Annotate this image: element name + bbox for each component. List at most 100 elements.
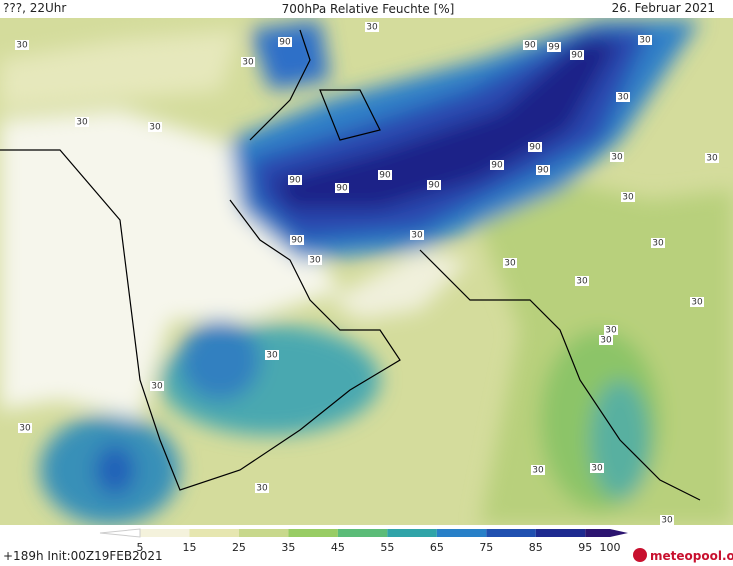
label-box: [410, 230, 424, 240]
colorbar-tick-label: 85: [529, 541, 543, 554]
label-box: [278, 37, 292, 47]
contour-label: 30: [611, 153, 623, 163]
colorbar-tick-label: 95: [578, 541, 592, 554]
label-box: [335, 183, 349, 193]
label-box: [378, 170, 392, 180]
contour-label: 90: [279, 38, 291, 48]
contour-label: 30: [76, 118, 88, 128]
contour-label: 99: [548, 43, 560, 53]
colorbar-tick-label: 25: [232, 541, 246, 554]
contour-label: 90: [289, 176, 301, 186]
label-box: [265, 350, 279, 360]
contour-label: 90: [491, 161, 503, 171]
run-info: +189h Init:00Z19FEB2021: [3, 549, 163, 563]
contour-label: 30: [411, 231, 423, 241]
label-box: [621, 192, 635, 202]
label-box: [150, 381, 164, 391]
contour-label: 90: [571, 51, 583, 61]
label-box: [536, 165, 550, 175]
contour-label: 30: [149, 123, 161, 133]
colorbar-bin: [535, 529, 586, 537]
logo: meteopool.org: [650, 549, 733, 563]
colorbar-tick-label: 75: [479, 541, 493, 554]
label-box: [241, 57, 255, 67]
colorbar-bin: [387, 529, 437, 537]
label-box: [523, 40, 537, 50]
colorbar-bin: [238, 529, 289, 537]
label-box: [660, 515, 674, 525]
colorbar-end: [99, 528, 141, 538]
contour-label: 30: [591, 464, 603, 474]
colorbar-tick-label: 55: [380, 541, 394, 554]
colorbar-end: [610, 529, 628, 537]
contour-label: 90: [336, 184, 348, 194]
colorbar: 5 15 25 35 45 55 65 75 85 95 100: [99, 528, 628, 554]
contour-label: 30: [617, 93, 629, 103]
label-box: [503, 258, 517, 268]
colorbar-tick-label: 65: [430, 541, 444, 554]
header-left: ???, 22Uhr: [3, 1, 66, 15]
label-box: [547, 42, 561, 52]
colorbar-bin: [486, 529, 536, 537]
label-box: [570, 50, 584, 60]
label-box: [290, 235, 304, 245]
label-box: [365, 22, 379, 32]
label-box: [599, 335, 613, 345]
contour-label: 30: [600, 336, 612, 346]
contour-label: 30: [504, 259, 516, 269]
contour-label: 30: [622, 193, 634, 203]
label-box: [616, 92, 630, 102]
label-box: [610, 152, 624, 162]
colorbar-bin: [436, 529, 487, 537]
contour-label: 30: [639, 36, 651, 46]
map-title: 700hPa Relative Feuchte [%]: [282, 2, 455, 16]
contour-label: 30: [16, 41, 28, 51]
contour-label: 90: [537, 166, 549, 176]
contour-label: 30: [706, 154, 718, 164]
label-box: [148, 122, 162, 132]
label-box: [638, 35, 652, 45]
label-box: [15, 40, 29, 50]
contour-label: 30: [151, 382, 163, 392]
label-box: [75, 117, 89, 127]
label-box: [427, 180, 441, 190]
label-box: [651, 238, 665, 248]
contour-label: 30: [661, 516, 673, 526]
contour-label: 90: [379, 171, 391, 181]
contour-label: 30: [19, 424, 31, 434]
label-box: [690, 297, 704, 307]
colorbar-tick-label: 35: [281, 541, 295, 554]
colorbar-bin: [337, 529, 388, 537]
colorbar-tick-label: 100: [600, 541, 621, 554]
label-box: [528, 142, 542, 152]
colorbar-tick-label: 15: [182, 541, 196, 554]
colorbar-tick-label: 5: [137, 541, 144, 554]
contour-label: 30: [266, 351, 278, 361]
contour-label: 90: [291, 236, 303, 246]
colorbar-bin: [585, 529, 610, 537]
contour-label: 30: [576, 277, 588, 287]
contour-label: 30: [532, 466, 544, 476]
contour-label: 30: [366, 23, 378, 33]
label-box: [18, 423, 32, 433]
contour-label: 30: [242, 58, 254, 68]
colorbar-bin: [189, 529, 239, 537]
colorbar-bin: [288, 529, 338, 537]
contour-label: 90: [524, 41, 536, 51]
header-date: 26. Februar 2021: [612, 1, 715, 15]
contour-label: 30: [691, 298, 703, 308]
label-box: [705, 153, 719, 163]
map-field: 30 30 30 30 30 30 30 30 30 30 30 30 30 30 30 30 30 30 30 30…: [0, 18, 733, 526]
contour-label: 30: [652, 239, 664, 249]
label-box: [604, 325, 618, 335]
contour-label: 30: [605, 326, 617, 336]
label-box: [531, 465, 545, 475]
contour-label: 90: [529, 143, 541, 153]
label-box: [590, 463, 604, 473]
contour-label: 30: [309, 256, 321, 266]
logo-icon: [633, 548, 647, 562]
label-box: [575, 276, 589, 286]
label-box: [490, 160, 504, 170]
